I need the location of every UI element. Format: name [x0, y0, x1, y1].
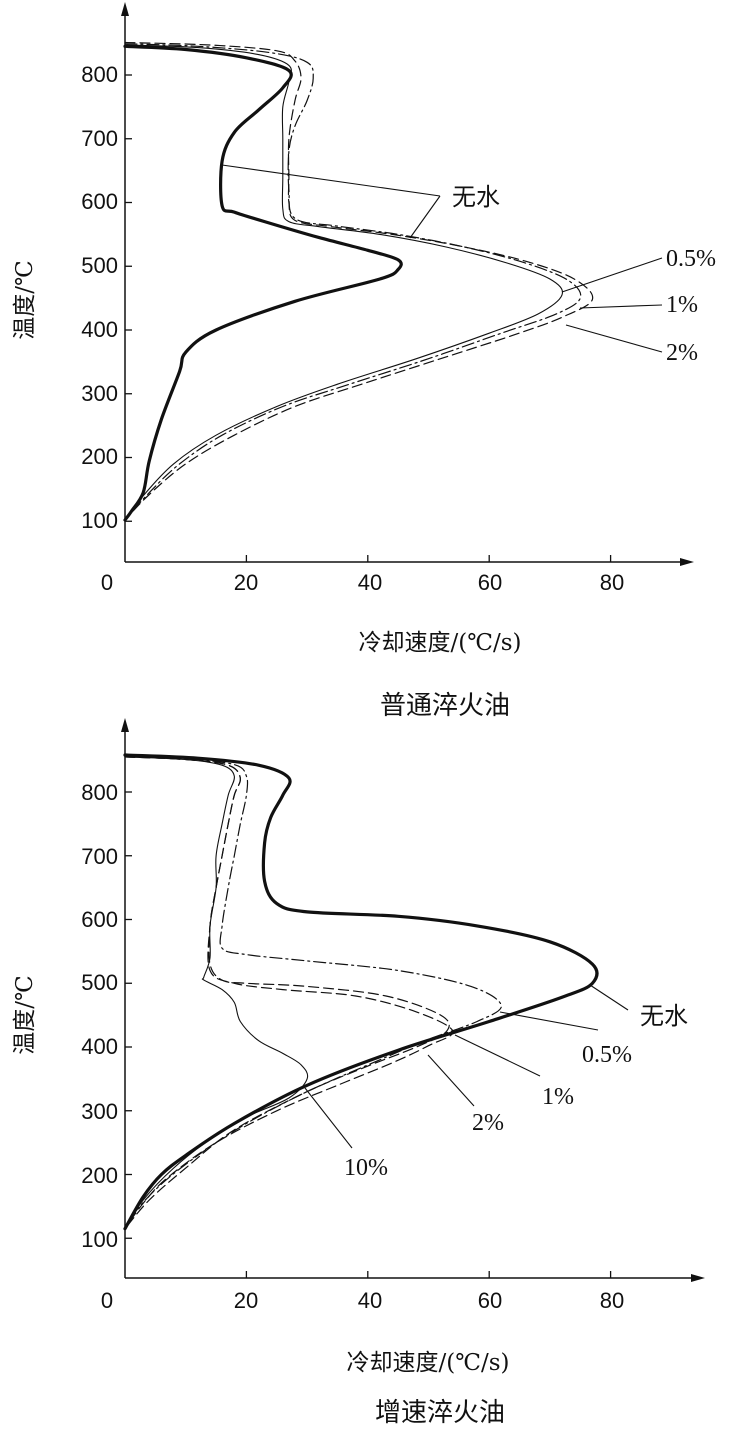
x-tick-label-40: 40: [358, 1288, 382, 1313]
series-line-10%: [124, 756, 309, 1230]
x-tick-label-60: 60: [478, 570, 502, 595]
x-tick-label-20: 20: [234, 1288, 258, 1313]
chart-title: 增速淬火油: [375, 1398, 505, 1428]
x-tick-label-60: 60: [478, 1288, 502, 1313]
x-axis-arrow: [680, 558, 694, 566]
series-line-0.5%: [124, 755, 502, 1230]
annotation-2-percent: 2%: [666, 340, 698, 366]
annotation-0.5-percent: 0.5%: [666, 246, 716, 272]
leader-line-1: [454, 1034, 541, 1077]
chart-normal-oil: 0 20 40 60 80 100 200 300 400 500 600 70…: [12, 2, 716, 721]
annotation-10-percent: 10%: [344, 1155, 388, 1181]
y-tick-label-200: 200: [81, 444, 118, 469]
y-axis-arrow: [121, 718, 129, 732]
y-axis-label: 温度/℃: [12, 260, 38, 339]
annotation-0.5-percent: 0.5%: [582, 1042, 632, 1068]
series-line-2%: [124, 756, 454, 1230]
y-tick-label-500: 500: [81, 253, 118, 278]
y-tick-label-700: 700: [81, 126, 118, 151]
chart-title: 普通淬火油: [380, 691, 510, 721]
y-tick-label-200: 200: [81, 1163, 118, 1188]
x-origin-label: 0: [101, 570, 113, 595]
y-tick-label-500: 500: [81, 970, 118, 995]
series-line-1%: [124, 43, 582, 521]
series-line-0.5%: [124, 44, 564, 521]
leader-line-10: [304, 1087, 353, 1149]
y-tick-label-400: 400: [81, 317, 118, 342]
annotation-no-water: 无水: [640, 1003, 688, 1030]
y-tick-label-400: 400: [81, 1034, 118, 1059]
y-tick-label-600: 600: [81, 189, 118, 214]
y-axis-arrow: [121, 2, 129, 16]
y-tick-label-800: 800: [81, 780, 118, 805]
x-tick-label-40: 40: [358, 570, 382, 595]
y-tick-label-100: 100: [81, 508, 118, 533]
x-axis-arrow: [691, 1274, 705, 1282]
chart-fast-oil: 0 20 40 60 80 100 200 300 400 500 600 70…: [12, 718, 705, 1428]
y-axis-label: 温度/℃: [12, 975, 38, 1054]
y-tick-label-300: 300: [81, 381, 118, 406]
x-tick-label-80: 80: [600, 1288, 624, 1313]
y-tick-label-700: 700: [81, 844, 118, 869]
leader-line-no-water: [589, 984, 629, 1011]
leader-line-1: [579, 304, 663, 309]
y-tick-label-600: 600: [81, 907, 118, 932]
leader-line-2: [565, 324, 663, 353]
annotation-1-percent: 1%: [542, 1084, 574, 1110]
series-line-2%: [124, 41, 594, 521]
series-line-无水: [123, 44, 403, 522]
annotation-no-water: 无水: [452, 184, 500, 211]
x-tick-label-20: 20: [234, 570, 258, 595]
x-tick-label-80: 80: [600, 570, 624, 595]
leader-line-no-water: [221, 164, 441, 197]
annotation-2-percent: 2%: [472, 1110, 504, 1136]
x-origin-label: 0: [101, 1288, 113, 1313]
annotation-1-percent: 1%: [666, 292, 698, 318]
leader-line-2: [427, 1054, 475, 1107]
leader-line-0.5: [499, 1011, 599, 1031]
leader-line-no-water: [409, 195, 441, 239]
x-axis-label: 冷却速度/(℃/s): [359, 630, 522, 656]
y-tick-label-100: 100: [81, 1227, 118, 1252]
y-tick-label-300: 300: [81, 1099, 118, 1124]
y-tick-label-800: 800: [81, 62, 118, 87]
leader-line-0.5: [561, 257, 663, 293]
x-axis-label: 冷却速度/(℃/s): [347, 1350, 510, 1376]
series-line-1%: [124, 756, 450, 1230]
